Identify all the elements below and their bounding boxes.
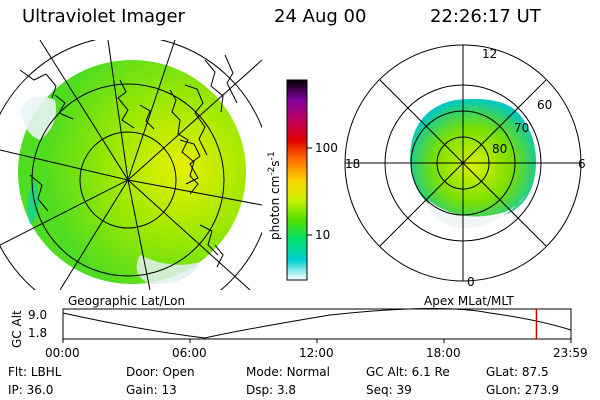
mlat-label-70: 70 [514,121,530,135]
colorbar [286,79,308,281]
info-seq: Seq: 39 [366,383,412,397]
info-dsp: Dsp: 3.8 [246,383,297,397]
left-map-caption: Geographic Lat/Lon [68,294,186,308]
mlt-label-18: 18 [345,157,361,171]
mlt-label-0: 0 [467,275,475,289]
app-title: Ultraviolet Imager [22,6,185,27]
info-ip: IP: 36.0 [8,383,54,397]
time-label: 22:26:17 UT [430,6,541,27]
timeline-y-tick-max: 9.0 [28,308,48,322]
colorbar-unit-label: photon cm-2s-1 [267,151,282,240]
timeline-x-tick: 12:00 [299,346,334,360]
info-gc-alt: GC Alt: 6.1 Re [366,365,450,379]
right-image [410,99,536,220]
info-mode: Mode: Normal [246,365,330,379]
timeline-x-tick: 00:00 [45,346,80,360]
info-door: Door: Open [126,365,195,379]
colorbar-tick-100: 100 [315,141,338,155]
info-glon: GLon: 273.9 [486,383,559,397]
left-image-disk [18,60,246,284]
date-label: 24 Aug 00 [274,6,367,27]
timeline-y-tick-min: 1.8 [28,326,48,340]
timeline-x-tick: 06:00 [172,346,207,360]
geographic-map [0,40,262,290]
right-map-caption: Apex MLat/MLT [424,294,514,308]
mlat-label-60: 60 [537,98,553,112]
timeline-y-label: GC Alt [10,310,24,348]
timeline-x-tick: 23:59 [553,346,588,360]
info-filter: Flt: LBHL [8,365,62,379]
info-glat: GLat: 87.5 [486,365,549,379]
info-gain: Gain: 13 [126,383,177,397]
mlt-label-6: 6 [578,157,586,171]
altitude-curve [62,307,572,339]
magnetic-polar-plot [344,44,582,282]
mlat-label-80: 80 [492,142,508,156]
mlt-label-12: 12 [482,47,498,61]
colorbar-tick-10: 10 [315,228,331,242]
altitude-timeline [62,307,572,343]
timeline-x-tick: 18:00 [426,346,461,360]
